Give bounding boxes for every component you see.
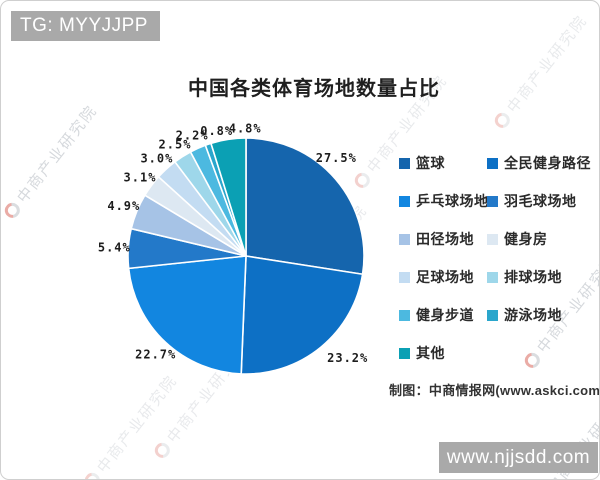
- pie-label: 3.0%: [140, 152, 173, 166]
- credit-text: 制图：中商情报网(www.askci.com): [389, 383, 600, 398]
- header-badge-text: TG: MYYJJPP: [20, 15, 148, 36]
- footer-badge-text: www.njjsdd.com: [446, 446, 591, 468]
- chart-title: 中国各类体育场地数量占比: [188, 78, 440, 100]
- pie-label: 4.8%: [229, 122, 262, 136]
- header-badge: TG: MYYJJPP: [11, 11, 160, 41]
- pie-label: 2.2%: [176, 129, 209, 143]
- pie-label: 3.1%: [124, 170, 157, 184]
- pie-slice: [245, 137, 365, 276]
- pie-slice: [127, 255, 247, 375]
- pie-label: 2.5%: [159, 138, 192, 152]
- pie-label: 5.4%: [98, 241, 131, 255]
- pie-slice: [209, 137, 247, 257]
- pie-label: 4.9%: [107, 199, 140, 213]
- footer-badge: www.njjsdd.com: [439, 442, 598, 473]
- pie-label: 27.5%: [316, 151, 357, 165]
- pie-label: 22.7%: [135, 347, 176, 361]
- pie-label: 0.8%: [200, 124, 233, 138]
- pie-label: 23.2%: [327, 351, 368, 365]
- pie-slice: [240, 255, 364, 375]
